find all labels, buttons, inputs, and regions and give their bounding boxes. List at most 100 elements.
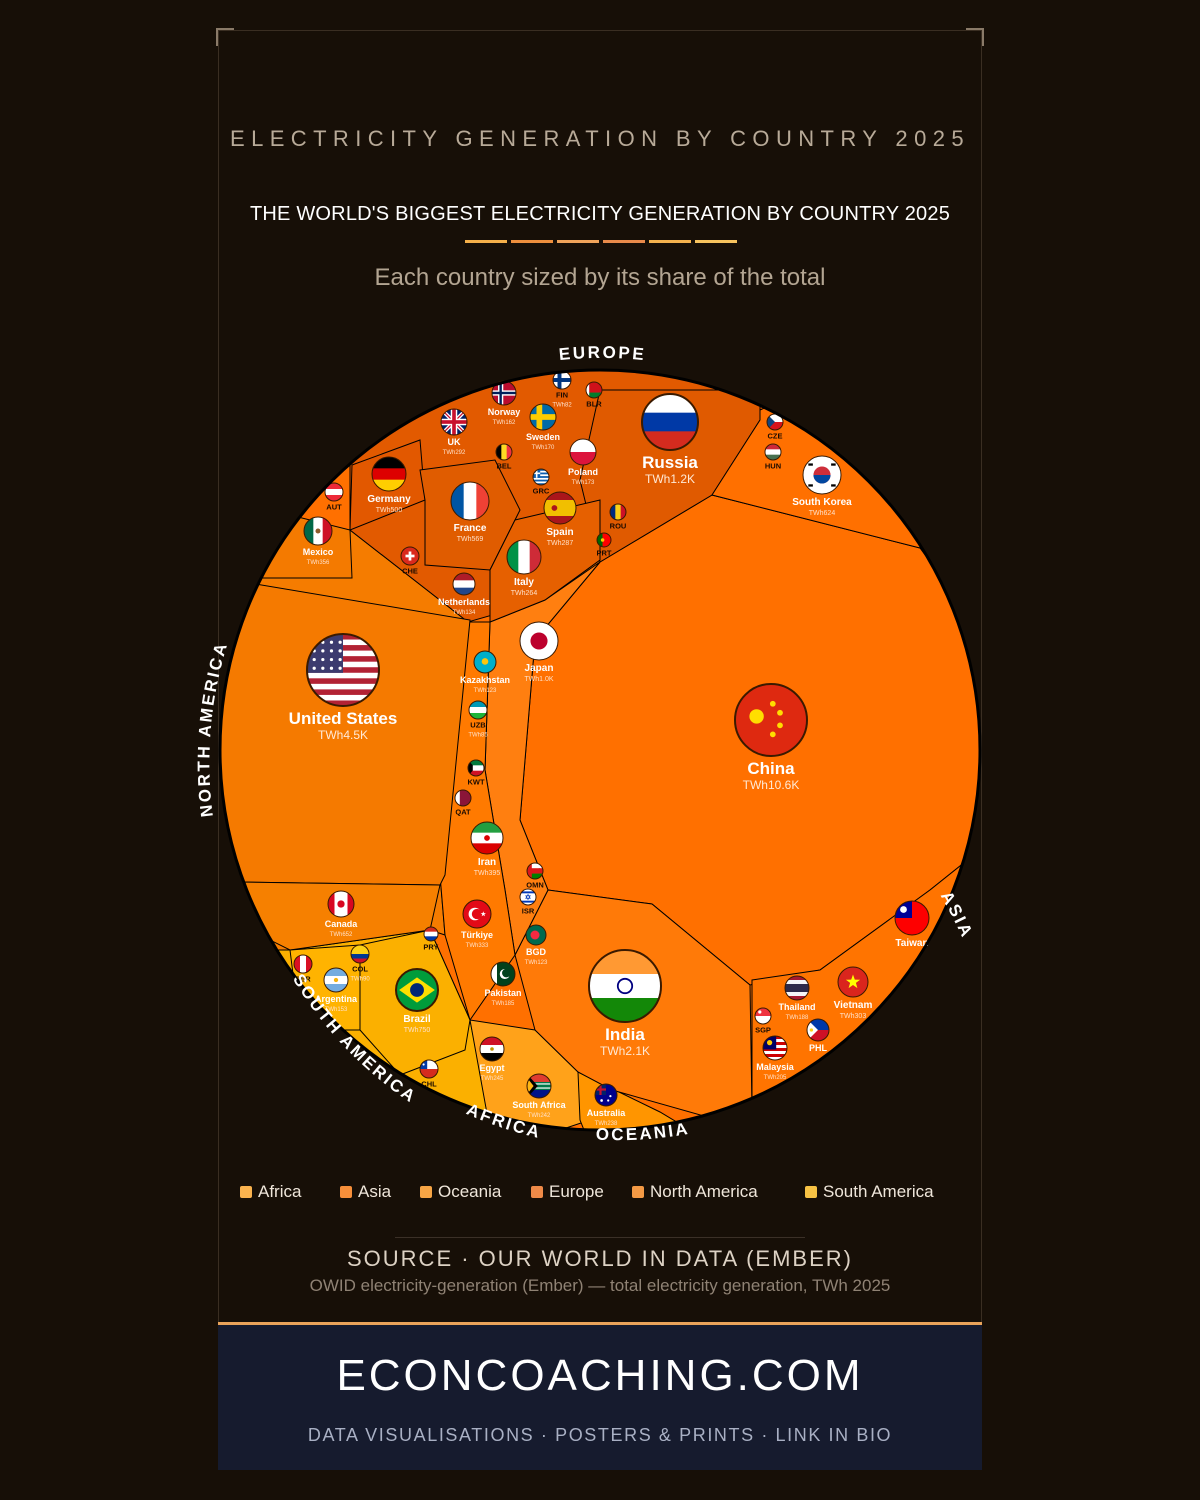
country-label-japan: Japan [525, 663, 554, 674]
country-label-pry: PRY [423, 943, 438, 952]
frame-corner-top-right [966, 28, 984, 46]
country-value-argentina: TWh153 [325, 1007, 348, 1013]
kicker-heading: ELECTRICITY GENERATION BY COUNTRY 2025 [230, 126, 970, 151]
country-value-united-states: TWh4.5K [318, 728, 368, 742]
flag-brazil [395, 968, 439, 1012]
legend-swatch [340, 1186, 352, 1198]
rule-segment [695, 240, 737, 243]
flag-iran [470, 821, 504, 855]
country-label-malaysia: Malaysia [756, 1062, 795, 1072]
legend-label: Africa [258, 1182, 302, 1201]
country-label-india: India [605, 1025, 645, 1044]
country-value-norway: TWh162 [493, 420, 516, 426]
flag-australia [594, 1083, 618, 1107]
flag-omn [526, 862, 544, 880]
country-label-sgp: SGP [755, 1026, 771, 1035]
flag-germany [371, 456, 407, 492]
flag-uk [440, 408, 468, 436]
country-label-cze: CZE [768, 432, 783, 441]
country-label-spain: Spain [546, 527, 573, 538]
country-label-poland: Poland [568, 467, 598, 477]
flag-mexico [303, 516, 333, 546]
flag-per [293, 954, 313, 974]
country-label-t-rkiye: Türkiye [461, 930, 493, 940]
flag-france [450, 481, 490, 521]
flag-india [588, 949, 662, 1023]
legend-item-north-america: North America [632, 1182, 758, 1202]
legend-item-south-america: South America [805, 1182, 934, 1202]
flag-phl [806, 1018, 830, 1042]
country-value-iran: TWh395 [474, 870, 501, 877]
flag-poland [569, 438, 597, 466]
brand-name[interactable]: ECONCOACHING.COM [336, 1351, 864, 1400]
country-value-sweden: TWh170 [532, 445, 555, 451]
country-label-che: CHE [402, 567, 418, 576]
flag-che [400, 546, 420, 566]
rule-segment [465, 240, 507, 243]
legend-item-asia: Asia [340, 1182, 391, 1202]
legend-label: North America [650, 1182, 758, 1201]
country-label-grc: GRC [533, 487, 550, 496]
country-label-thailand: Thailand [778, 1002, 815, 1012]
flag-uzb [468, 700, 488, 720]
country-value-vietnam: TWh303 [840, 1013, 867, 1020]
country-value-china: TWh10.6K [743, 778, 800, 792]
country-label-egypt: Egypt [479, 1063, 504, 1073]
chart-subtitle: Each country sized by its share of the t… [374, 264, 826, 291]
legend-item-africa: Africa [240, 1182, 301, 1202]
country-value-thailand: TWh188 [786, 1015, 809, 1021]
country-value-bgd: TWh123 [525, 960, 548, 966]
rule-segment [649, 240, 691, 243]
country-label-vietnam: Vietnam [834, 1000, 873, 1011]
flag-bgd [525, 924, 547, 946]
source-divider [395, 1237, 805, 1238]
brand-footer: ECONCOACHING.COM DATA VISUALISATIONS · P… [218, 1322, 982, 1470]
flag-grc [532, 468, 550, 486]
country-value-japan: TWh1.0K [524, 676, 554, 683]
flag-egypt [479, 1036, 505, 1062]
legend-label: South America [823, 1182, 934, 1201]
source-note: OWID electricity-generation (Ember) — to… [309, 1276, 891, 1295]
country-value-pakistan: TWh185 [492, 1001, 515, 1007]
country-label-uk: UK [448, 437, 461, 447]
country-value-canada: TWh652 [330, 932, 353, 938]
flag-pry [423, 926, 439, 942]
flag-japan [519, 621, 559, 661]
country-label-sweden: Sweden [526, 432, 560, 442]
flag-russia [641, 393, 699, 451]
legend-swatch [632, 1186, 644, 1198]
country-label-south-africa: South Africa [512, 1100, 566, 1110]
country-label-south-korea: South Korea [792, 497, 852, 508]
rule-segment [511, 240, 553, 243]
legend-label: Europe [549, 1182, 604, 1201]
country-label-rou: ROU [610, 522, 627, 531]
flag-aut [324, 482, 344, 502]
flag-hun [764, 443, 782, 461]
flag-thailand [784, 975, 810, 1001]
country-value-uk: TWh292 [443, 450, 466, 456]
flag-rou [609, 503, 627, 521]
legend-label: Asia [358, 1182, 392, 1201]
legend-swatch [240, 1186, 252, 1198]
chart-title: THE WORLD'S BIGGEST ELECTRICITY GENERATI… [249, 203, 951, 225]
country-value-australia: TWh238 [595, 1121, 618, 1127]
country-label-china: China [747, 759, 795, 778]
country-label-phl: PHL [809, 1043, 828, 1053]
country-label-australia: Australia [587, 1108, 627, 1118]
flag-netherlands [452, 572, 476, 596]
country-label-per: PER [295, 975, 311, 984]
country-label-col: COL [352, 965, 368, 974]
country-value-netherlands: TWh134 [453, 610, 476, 616]
country-value-spain: TWh287 [547, 540, 574, 547]
country-label-bgd: BGD [526, 947, 547, 957]
flag-blr [585, 381, 603, 399]
country-value-germany: TWh500 [376, 507, 403, 514]
country-value-fin: TWh82 [552, 403, 572, 409]
flag-pakistan [490, 961, 516, 987]
country-value-egypt: TWh245 [481, 1076, 504, 1082]
flag-col [350, 944, 370, 964]
country-label-bel: BEL [497, 462, 512, 471]
flag-argentina [323, 967, 349, 993]
flag-sweden [529, 403, 557, 431]
country-value-kazakhstan: TWh123 [474, 688, 497, 694]
